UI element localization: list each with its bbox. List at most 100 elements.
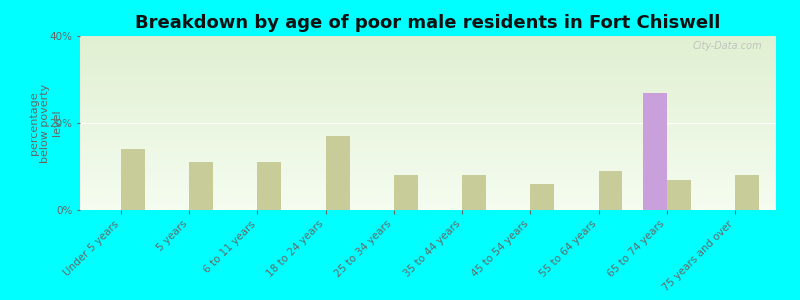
- Text: City-Data.com: City-Data.com: [693, 41, 762, 51]
- Bar: [80, 169, 776, 170]
- Bar: [394, 175, 418, 210]
- Bar: [80, 42, 776, 43]
- Bar: [80, 171, 776, 172]
- Bar: [80, 154, 776, 155]
- Bar: [80, 196, 776, 197]
- Bar: [80, 104, 776, 105]
- Bar: [80, 179, 776, 180]
- Bar: [80, 123, 776, 124]
- Bar: [80, 148, 776, 149]
- Bar: [80, 178, 776, 179]
- Bar: [80, 174, 776, 175]
- Bar: [80, 43, 776, 44]
- Bar: [80, 63, 776, 64]
- Bar: [80, 37, 776, 38]
- Bar: [80, 175, 776, 176]
- Bar: [80, 57, 776, 58]
- Bar: [80, 127, 776, 128]
- Bar: [80, 157, 776, 158]
- Bar: [80, 130, 776, 131]
- Bar: [80, 147, 776, 148]
- Bar: [80, 79, 776, 80]
- Bar: [80, 86, 776, 87]
- Bar: [80, 93, 776, 94]
- Bar: [80, 201, 776, 202]
- Bar: [80, 65, 776, 66]
- Bar: [80, 131, 776, 132]
- Bar: [80, 85, 776, 86]
- Bar: [80, 142, 776, 143]
- Bar: [80, 185, 776, 186]
- Bar: [80, 189, 776, 190]
- Bar: [80, 64, 776, 65]
- Bar: [80, 173, 776, 174]
- Bar: [80, 144, 776, 145]
- Bar: [80, 158, 776, 159]
- Bar: [80, 136, 776, 137]
- Bar: [80, 166, 776, 167]
- Bar: [80, 139, 776, 140]
- Bar: [80, 207, 776, 208]
- Bar: [80, 39, 776, 40]
- Bar: [80, 44, 776, 45]
- Bar: [80, 163, 776, 164]
- Bar: [80, 167, 776, 168]
- Bar: [80, 192, 776, 193]
- Bar: [80, 94, 776, 95]
- Bar: [80, 68, 776, 69]
- Bar: [80, 137, 776, 138]
- Bar: [80, 45, 776, 46]
- Bar: [80, 165, 776, 166]
- Bar: [80, 135, 776, 136]
- Bar: [80, 50, 776, 51]
- Bar: [80, 73, 776, 74]
- Bar: [80, 172, 776, 173]
- Bar: [80, 66, 776, 67]
- Bar: [80, 106, 776, 107]
- Bar: [80, 85, 776, 86]
- Bar: [80, 54, 776, 55]
- Bar: [80, 105, 776, 106]
- Bar: [80, 190, 776, 191]
- Bar: [80, 151, 776, 152]
- Bar: [80, 72, 776, 73]
- Bar: [80, 182, 776, 183]
- Bar: [80, 204, 776, 205]
- Bar: [80, 160, 776, 161]
- Bar: [80, 206, 776, 207]
- Bar: [80, 124, 776, 125]
- Bar: [80, 55, 776, 56]
- Bar: [80, 58, 776, 59]
- Bar: [80, 107, 776, 108]
- Bar: [80, 168, 776, 169]
- Bar: [258, 162, 282, 210]
- Bar: [80, 145, 776, 146]
- Bar: [80, 177, 776, 178]
- Bar: [80, 205, 776, 206]
- Bar: [80, 134, 776, 135]
- Bar: [80, 162, 776, 163]
- Bar: [80, 60, 776, 61]
- Bar: [80, 191, 776, 192]
- Bar: [80, 138, 776, 139]
- Bar: [80, 120, 776, 121]
- Bar: [80, 83, 776, 84]
- Bar: [80, 40, 776, 41]
- Bar: [80, 100, 776, 101]
- Bar: [530, 184, 554, 210]
- Bar: [80, 202, 776, 203]
- Bar: [80, 197, 776, 198]
- Bar: [80, 203, 776, 204]
- Bar: [80, 141, 776, 142]
- Bar: [80, 152, 776, 153]
- Bar: [80, 52, 776, 53]
- Bar: [80, 90, 776, 91]
- Bar: [80, 140, 776, 141]
- Bar: [80, 53, 776, 54]
- Bar: [80, 112, 776, 113]
- Bar: [643, 93, 667, 210]
- Bar: [80, 88, 776, 89]
- Bar: [80, 56, 776, 57]
- Bar: [80, 98, 776, 99]
- Bar: [80, 38, 776, 39]
